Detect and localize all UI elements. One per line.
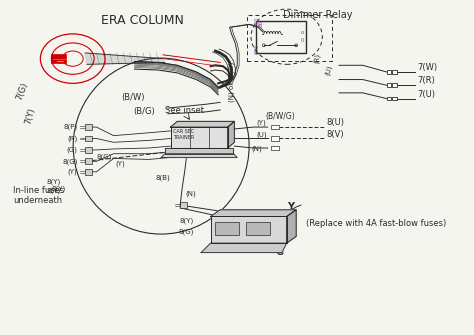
Text: CAR SEC: CAR SEC	[173, 129, 195, 134]
Text: ERA COLUMN: ERA COLUMN	[100, 14, 183, 27]
Text: Y: Y	[287, 202, 294, 212]
Bar	[180, 202, 187, 208]
Text: (B/W/G): (B/W/G)	[266, 113, 295, 122]
Text: 8(V): 8(V)	[327, 130, 344, 139]
Bar	[272, 125, 279, 129]
Text: (G): (G)	[66, 147, 77, 153]
Text: 8(B): 8(B)	[156, 175, 171, 181]
Text: In-line fuses
underneath: In-line fuses underneath	[13, 186, 64, 205]
Text: o: o	[301, 30, 304, 35]
Text: (Y): (Y)	[256, 119, 266, 126]
Bar	[85, 147, 92, 153]
Bar	[256, 20, 306, 53]
Text: 7(R): 7(R)	[417, 76, 435, 85]
Text: (N): (N)	[185, 191, 196, 197]
Polygon shape	[171, 121, 234, 127]
Text: 540: 540	[255, 17, 259, 27]
Bar	[386, 83, 391, 87]
Polygon shape	[228, 121, 234, 148]
Polygon shape	[210, 216, 287, 243]
Bar	[85, 169, 92, 175]
Text: 86: 86	[259, 20, 264, 27]
Text: 7(G): 7(G)	[15, 81, 30, 101]
Bar	[85, 124, 92, 130]
Text: (B/G): (B/G)	[133, 107, 155, 116]
Polygon shape	[287, 210, 296, 243]
Bar	[272, 136, 279, 141]
Bar	[386, 70, 391, 74]
Bar	[85, 158, 92, 164]
Bar	[51, 54, 66, 63]
Bar	[392, 83, 397, 87]
Text: 8(Y): 8(Y)	[52, 186, 66, 192]
Polygon shape	[85, 53, 165, 64]
Text: See inset: See inset	[165, 106, 204, 115]
Bar	[215, 222, 239, 236]
Text: 8(P): 8(P)	[64, 124, 77, 130]
Text: (Y): (Y)	[116, 160, 125, 166]
Polygon shape	[201, 243, 287, 253]
Text: 7(U): 7(U)	[417, 90, 435, 98]
Text: (Y): (Y)	[68, 169, 77, 175]
Text: 605: 605	[255, 44, 259, 54]
Bar	[247, 15, 332, 61]
Text: (B/W): (B/W)	[121, 93, 145, 103]
Text: 8(G): 8(G)	[178, 228, 193, 235]
Text: G: G	[275, 247, 283, 257]
Polygon shape	[161, 154, 237, 157]
Bar	[272, 146, 279, 150]
Text: (N) or (N/B): (N) or (N/B)	[228, 61, 235, 102]
Text: 7(Y): 7(Y)	[23, 106, 36, 125]
Text: 8(Y): 8(Y)	[46, 188, 60, 194]
Bar	[85, 136, 92, 141]
Text: (N): (N)	[252, 146, 262, 152]
Polygon shape	[210, 210, 296, 216]
Text: (Replace with 4A fast-blow fuses): (Replace with 4A fast-blow fuses)	[306, 219, 446, 228]
Text: (R): (R)	[313, 53, 321, 64]
Text: 8(Y): 8(Y)	[46, 178, 60, 185]
Text: Dimmer Relay: Dimmer Relay	[283, 10, 352, 20]
Bar	[392, 70, 397, 74]
Polygon shape	[165, 148, 233, 154]
Polygon shape	[171, 127, 228, 148]
Text: 8(G): 8(G)	[97, 153, 112, 160]
Text: 7(W): 7(W)	[417, 63, 437, 72]
Text: 0: 0	[301, 39, 304, 44]
Bar	[386, 97, 391, 100]
Text: (U): (U)	[256, 132, 267, 138]
Text: 8(U): 8(U)	[327, 118, 345, 127]
Text: (R): (R)	[67, 135, 77, 142]
Text: TRAINER: TRAINER	[173, 135, 195, 140]
Text: 8(Y): 8(Y)	[179, 217, 193, 224]
Text: 8(G): 8(G)	[62, 158, 77, 164]
Bar	[246, 222, 270, 236]
Bar	[392, 97, 397, 100]
Text: (U): (U)	[324, 64, 333, 76]
